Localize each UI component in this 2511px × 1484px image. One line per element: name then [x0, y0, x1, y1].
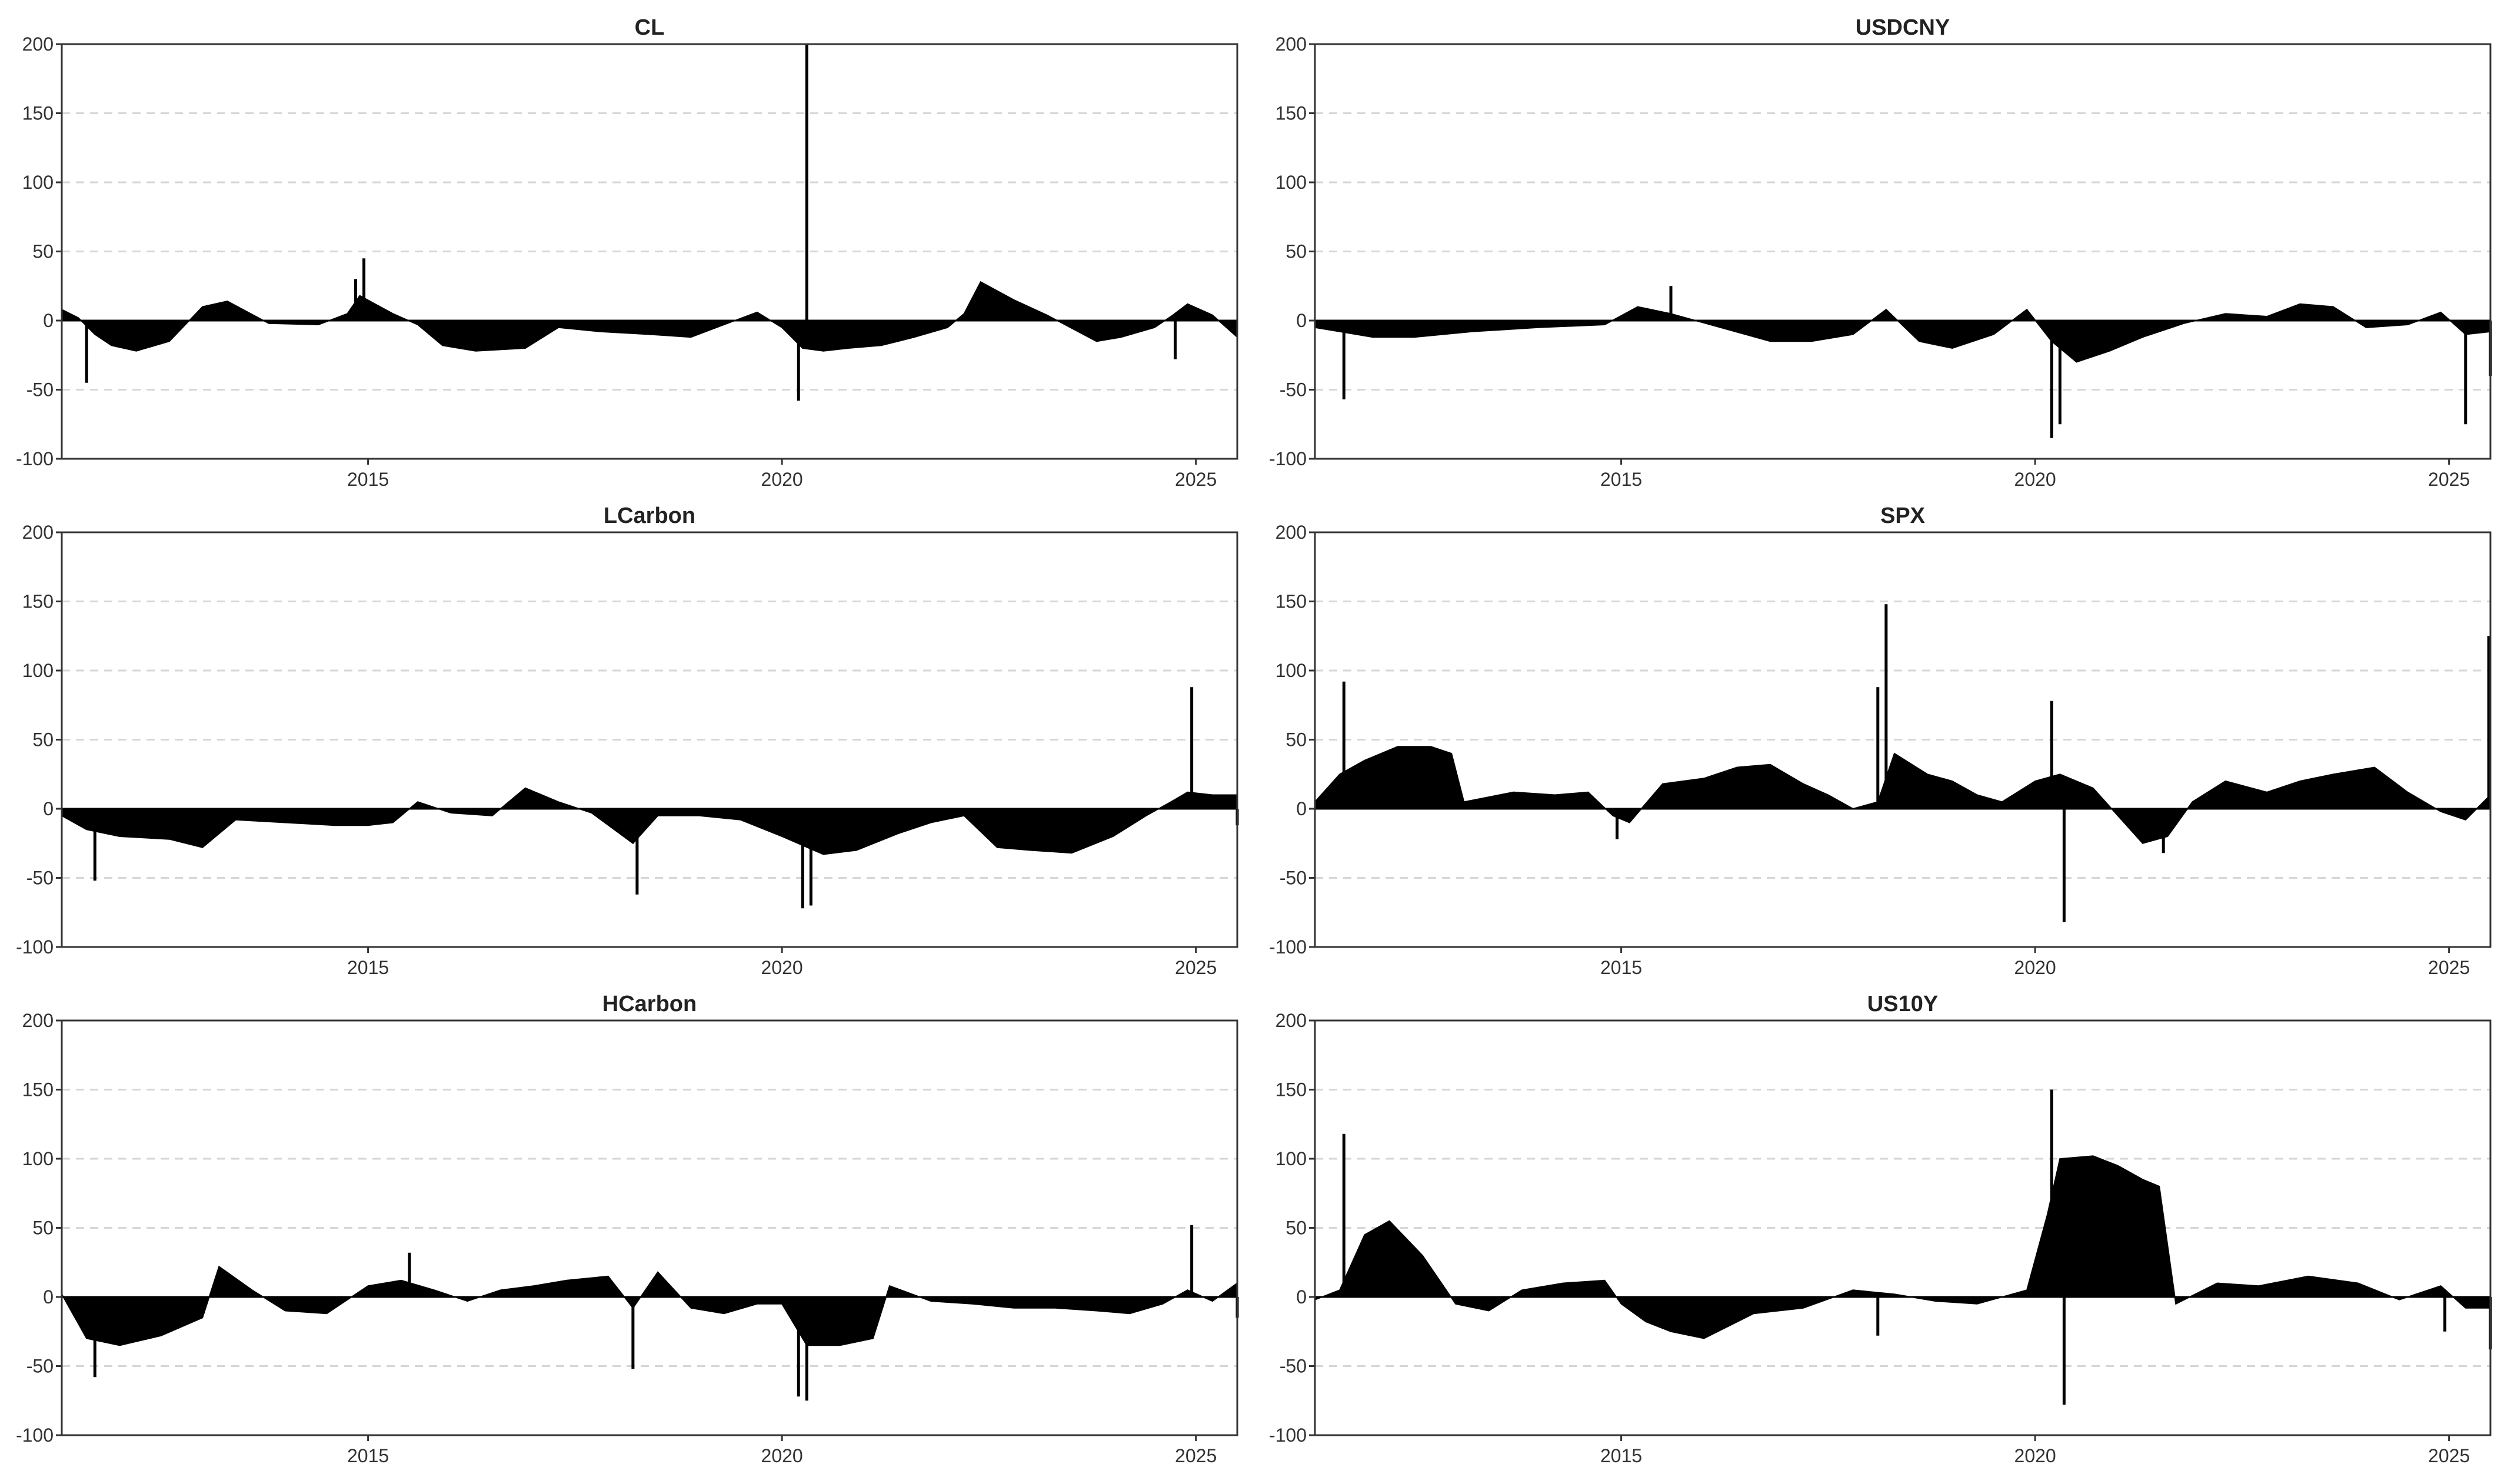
x-tick-label: 2025: [1175, 1445, 1217, 1466]
y-tick-label: 200: [1276, 522, 1307, 543]
y-tick-label: 150: [22, 1079, 54, 1101]
y-tick-label: -50: [26, 1356, 54, 1377]
y-tick-label: 100: [1276, 172, 1307, 193]
y-tick-label: 50: [32, 729, 54, 751]
y-tick-label: -50: [1280, 1356, 1307, 1377]
x-tick-label: 2015: [347, 469, 389, 490]
x-tick-label: 2020: [761, 957, 803, 978]
x-tick-label: 2015: [1600, 469, 1642, 490]
y-tick-label: 150: [1276, 1079, 1307, 1101]
y-tick-label: -50: [26, 379, 54, 401]
y-tick-label: 0: [1296, 1286, 1307, 1308]
y-tick-label: 100: [1276, 660, 1307, 681]
y-tick-label: 50: [1286, 241, 1307, 262]
y-tick-label: 200: [22, 1010, 54, 1031]
series-area: [1314, 1155, 2491, 1339]
x-tick-label: 2025: [1175, 469, 1217, 490]
y-tick-label: 50: [1286, 729, 1307, 751]
y-tick-label: -100: [1269, 448, 1307, 469]
series-area: [61, 281, 1238, 352]
series-area: [61, 787, 1238, 855]
y-tick-label: 0: [43, 1286, 54, 1308]
chart-panel-lcarbon: 200 150 100 50 0 -50 -100 2015 2020 2025 LCarbon: [16, 503, 1239, 978]
y-tick-label: 100: [22, 1148, 54, 1169]
y-tick-label: -50: [1280, 379, 1307, 401]
y-tick-label: 100: [22, 660, 54, 681]
y-tick-label: 0: [1296, 310, 1307, 331]
y-tick-label: -100: [1269, 1425, 1307, 1446]
x-tick-label: 2020: [761, 1445, 803, 1466]
y-tick-label: 200: [22, 34, 54, 55]
y-tick-label: 150: [22, 103, 54, 124]
y-tick-label: 0: [43, 798, 54, 819]
x-tick-label: 2025: [1175, 957, 1217, 978]
y-tick-label: 100: [1276, 1148, 1307, 1169]
y-tick-label: 50: [32, 1218, 54, 1239]
y-tick-label: 100: [22, 172, 54, 193]
chart-panel-hcarbon: 200 150 100 50 0 -50 -100 2015 2020 2025 HCarbon: [16, 992, 1239, 1466]
y-tick-label: 0: [1296, 798, 1307, 819]
x-tick-label: 2025: [2428, 469, 2470, 490]
y-tick-label: 50: [1286, 1218, 1307, 1239]
y-tick-label: 200: [1276, 1010, 1307, 1031]
x-tick-label: 2015: [347, 1445, 389, 1466]
panel-title-us10y: US10Y: [1867, 992, 1938, 1016]
y-tick-label: 0: [43, 310, 54, 331]
series-area: [1314, 746, 2491, 844]
y-tick-label: 150: [22, 591, 54, 612]
series-area: [61, 1265, 1238, 1346]
x-tick-label: 2025: [2428, 1445, 2470, 1466]
series-area: [1314, 303, 2491, 363]
y-tick-label: -100: [16, 448, 54, 469]
panel-title-hcarbon: HCarbon: [602, 992, 697, 1016]
x-tick-label: 2020: [2014, 469, 2056, 490]
y-tick-label: -100: [1269, 936, 1307, 958]
chart-panel-cl: 200 150 100 50 0 -50 -100 2015 2020 2025 CL: [16, 15, 1238, 490]
y-tick-label: 150: [1276, 103, 1307, 124]
y-tick-label: 200: [1276, 34, 1307, 55]
y-tick-label: 200: [22, 522, 54, 543]
y-tick-label: 50: [32, 241, 54, 262]
y-tick-label: -50: [26, 868, 54, 889]
x-tick-label: 2020: [2014, 1445, 2056, 1466]
x-tick-label: 2015: [1600, 957, 1642, 978]
x-tick-label: 2020: [761, 469, 803, 490]
x-tick-label: 2025: [2428, 957, 2470, 978]
panel-title-cl: CL: [635, 15, 665, 40]
y-tick-label: -50: [1280, 868, 1307, 889]
y-tick-label: 150: [1276, 591, 1307, 612]
y-tick-label: -100: [16, 1425, 54, 1446]
y-tick-label: -100: [16, 936, 54, 958]
chart-panel-usdcny: 200 150 100 50 0 -50 -100 2015 2020 2025 USDCNY: [1269, 15, 2492, 490]
chart-panel-spx: 200 150 100 50 0 -50 -100 2015 2020 2025 SPX: [1269, 503, 2492, 978]
x-tick-label: 2015: [347, 957, 389, 978]
chart-panel-us10y: 200 150 100 50 0 -50 -100 2015 2020 2025 US10Y: [1269, 992, 2492, 1466]
panel-title-usdcny: USDCNY: [1856, 15, 1950, 40]
x-tick-label: 2020: [2014, 957, 2056, 978]
x-tick-label: 2015: [1600, 1445, 1642, 1466]
panel-title-lcarbon: LCarbon: [604, 503, 695, 528]
panel-title-spx: SPX: [1880, 503, 1926, 528]
